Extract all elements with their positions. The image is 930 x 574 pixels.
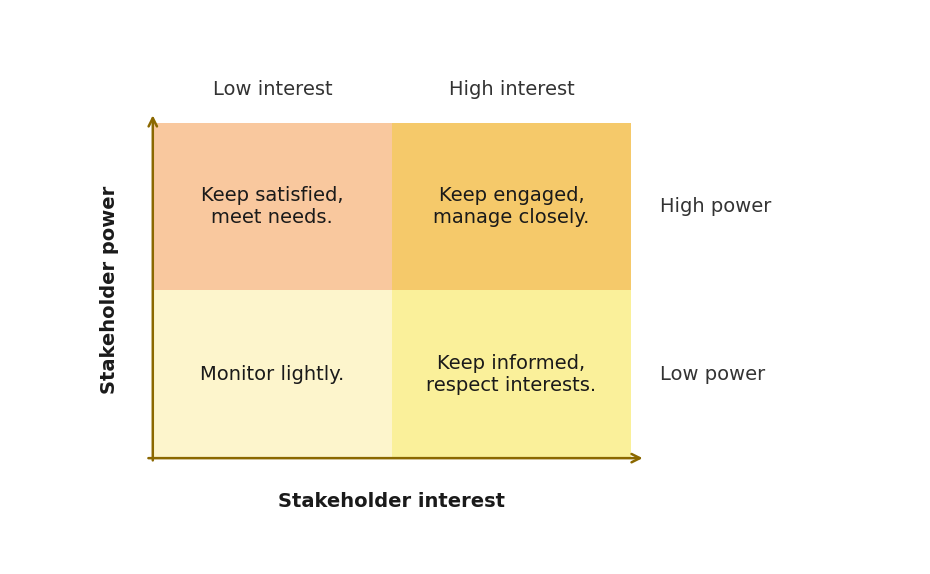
Bar bbox=[392, 123, 631, 290]
Text: High power: High power bbox=[659, 197, 771, 216]
Bar bbox=[153, 123, 392, 290]
Text: Keep engaged,
manage closely.: Keep engaged, manage closely. bbox=[433, 186, 590, 227]
Text: Monitor lightly.: Monitor lightly. bbox=[200, 364, 344, 384]
Bar bbox=[153, 290, 392, 458]
Text: Stakeholder power: Stakeholder power bbox=[100, 186, 119, 394]
Text: Stakeholder interest: Stakeholder interest bbox=[278, 492, 505, 511]
Text: Keep informed,
respect interests.: Keep informed, respect interests. bbox=[427, 354, 596, 395]
Text: Low interest: Low interest bbox=[213, 80, 332, 99]
Text: Low power: Low power bbox=[659, 364, 765, 384]
Text: Keep satisfied,
meet needs.: Keep satisfied, meet needs. bbox=[201, 186, 343, 227]
Text: High interest: High interest bbox=[448, 80, 575, 99]
Bar bbox=[392, 290, 631, 458]
